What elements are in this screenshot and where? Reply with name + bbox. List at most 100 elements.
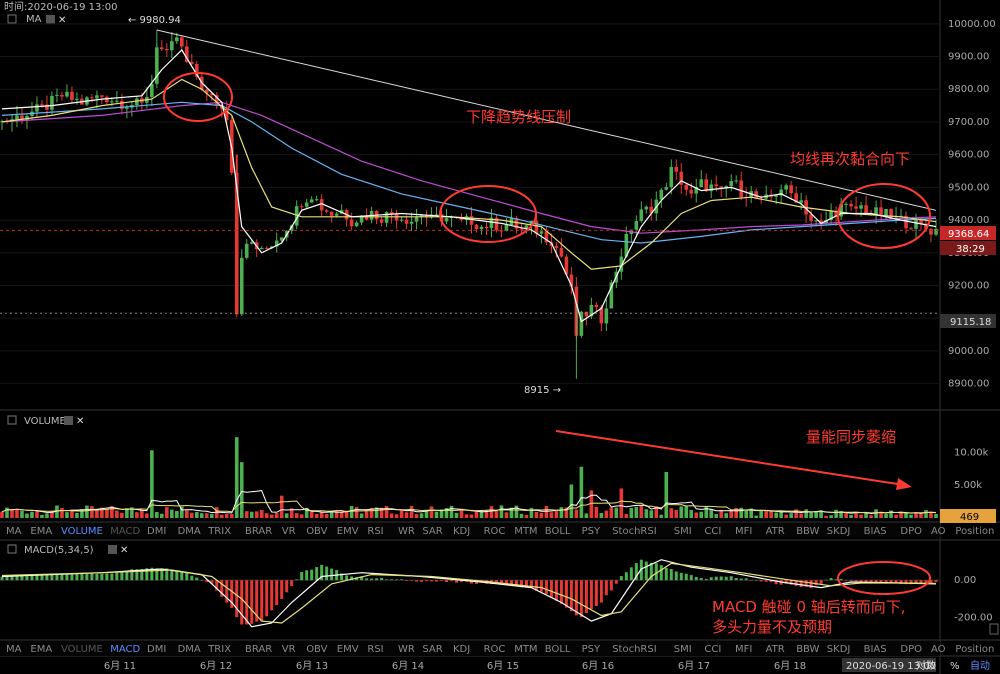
indicator-tab-stochrsi[interactable]: StochRSI: [612, 526, 656, 537]
indicator-tab-mtm[interactable]: MTM: [514, 644, 537, 655]
log-scale-toggle[interactable]: 对数: [916, 659, 936, 672]
indicator-tab-position[interactable]: Position: [955, 526, 994, 537]
indicator-tab-boll[interactable]: BOLL: [545, 644, 571, 655]
indicator-tab-macd[interactable]: MACD: [110, 526, 140, 537]
indicator-tab-trix[interactable]: TRIX: [207, 644, 231, 655]
settings-icon[interactable]: [46, 15, 55, 24]
indicator-tab-cci[interactable]: CCI: [704, 644, 721, 655]
indicator-tab-bbw[interactable]: BBW: [796, 644, 819, 655]
indicator-tab-volume[interactable]: VOLUME: [61, 526, 103, 537]
close-icon[interactable]: ✕: [58, 15, 66, 26]
last-price-tag: [940, 226, 996, 240]
indicator-tab-position[interactable]: Position: [955, 644, 994, 655]
collapse-icon[interactable]: [7, 14, 17, 24]
annotation-circle: [163, 72, 233, 122]
candle-body: [924, 223, 928, 229]
indicator-tab-rsi[interactable]: RSI: [367, 644, 383, 655]
scale-icon[interactable]: [989, 623, 999, 635]
indicator-tab-vr[interactable]: VR: [282, 526, 296, 537]
candle-body: [704, 179, 709, 192]
indicator-tab-kdj[interactable]: KDJ: [453, 644, 470, 655]
indicator-tab-emv[interactable]: EMV: [337, 526, 359, 537]
macd-histogram-bar: [574, 580, 578, 616]
indicator-tab-trix[interactable]: TRIX: [207, 526, 231, 537]
indicator-tab-rsi[interactable]: RSI: [367, 526, 383, 537]
indicator-tab-ema[interactable]: EMA: [30, 526, 52, 537]
macd-histogram-bar: [534, 580, 538, 591]
volume-bar: [514, 505, 519, 518]
auto-scale-toggle[interactable]: 自动: [970, 659, 990, 672]
volume-bar: [909, 514, 913, 518]
volume-bar: [314, 513, 319, 518]
candle-body: [859, 205, 863, 209]
indicator-tab-skdj[interactable]: SKDJ: [827, 526, 851, 537]
indicator-tab-mfi[interactable]: MFI: [735, 526, 752, 537]
candle-body: [394, 214, 399, 221]
volume-bar: [389, 513, 394, 518]
volume-bar: [274, 513, 279, 518]
indicator-tab-sar[interactable]: SAR: [422, 526, 442, 537]
indicator-tab-macd[interactable]: MACD: [110, 644, 140, 655]
indicator-tab-mtm[interactable]: MTM: [514, 526, 537, 537]
indicator-tab-cci[interactable]: CCI: [704, 526, 721, 537]
macd-histogram-bar: [784, 580, 788, 584]
indicator-tab-brar[interactable]: BRAR: [245, 644, 272, 655]
candle-body: [789, 185, 793, 194]
indicator-tab-roc[interactable]: ROC: [484, 644, 506, 655]
indicator-tab-stochrsi[interactable]: StochRSI: [612, 644, 656, 655]
indicator-tab-skdj[interactable]: SKDJ: [827, 644, 851, 655]
indicator-tab-ao[interactable]: AO: [931, 644, 946, 655]
volume-bar: [479, 510, 484, 518]
percent-toggle[interactable]: %: [950, 661, 960, 672]
indicator-tab-smi[interactable]: SMI: [674, 644, 692, 655]
indicator-tab-dpo[interactable]: DPO: [900, 526, 922, 537]
volume-bar: [459, 508, 464, 518]
indicator-tab-dmi[interactable]: DMI: [147, 526, 166, 537]
indicator-tab-atr[interactable]: ATR: [766, 526, 785, 537]
indicator-tab-ma[interactable]: MA: [6, 644, 22, 655]
indicator-tab-obv[interactable]: OBV: [306, 526, 327, 537]
indicator-tab-smi[interactable]: SMI: [674, 526, 692, 537]
macd-histogram-bar: [894, 580, 898, 583]
indicator-tab-vr[interactable]: VR: [282, 644, 296, 655]
indicator-tab-mfi[interactable]: MFI: [735, 644, 752, 655]
volume-bar: [324, 513, 329, 518]
indicator-tab-bias[interactable]: BIAS: [864, 644, 887, 655]
indicator-tab-dma[interactable]: DMA: [178, 644, 201, 655]
close-icon[interactable]: ✕: [120, 545, 128, 556]
candle-body: [544, 231, 549, 243]
indicator-tab-dpo[interactable]: DPO: [900, 644, 922, 655]
indicator-tab-psy[interactable]: PSY: [582, 644, 601, 655]
volume-bar: [45, 513, 49, 518]
indicator-tab-ma[interactable]: MA: [6, 526, 22, 537]
indicator-tab-ema[interactable]: EMA: [30, 644, 52, 655]
indicator-tab-boll[interactable]: BOLL: [545, 526, 571, 537]
volume-bar: [284, 513, 289, 518]
close-icon[interactable]: ✕: [76, 416, 84, 427]
indicator-tab-volume[interactable]: VOLUME: [61, 644, 103, 655]
indicator-tab-wr[interactable]: WR: [398, 644, 415, 655]
indicator-tab-roc[interactable]: ROC: [484, 526, 506, 537]
indicator-tab-bbw[interactable]: BBW: [796, 526, 819, 537]
indicator-tab-emv[interactable]: EMV: [337, 644, 359, 655]
volume-bar: [524, 514, 529, 518]
collapse-icon[interactable]: [7, 415, 17, 425]
macd-histogram-bar: [509, 580, 513, 585]
collapse-icon[interactable]: [7, 544, 17, 554]
indicator-tab-obv[interactable]: OBV: [306, 644, 327, 655]
indicator-tab-dmi[interactable]: DMI: [147, 644, 166, 655]
indicator-tab-sar[interactable]: SAR: [422, 644, 442, 655]
indicator-tab-kdj[interactable]: KDJ: [453, 526, 470, 537]
volume-bar: [409, 506, 414, 518]
indicator-tab-psy[interactable]: PSY: [582, 526, 601, 537]
indicator-tab-brar[interactable]: BRAR: [245, 526, 272, 537]
indicator-tab-dma[interactable]: DMA: [178, 526, 201, 537]
indicator-tab-bias[interactable]: BIAS: [864, 526, 887, 537]
indicator-tab-ao[interactable]: AO: [931, 526, 946, 537]
indicator-tab-atr[interactable]: ATR: [766, 644, 785, 655]
indicator-tab-wr[interactable]: WR: [398, 526, 415, 537]
settings-icon[interactable]: [64, 416, 73, 425]
volume-bar: [429, 506, 434, 518]
settings-icon[interactable]: [108, 545, 117, 554]
